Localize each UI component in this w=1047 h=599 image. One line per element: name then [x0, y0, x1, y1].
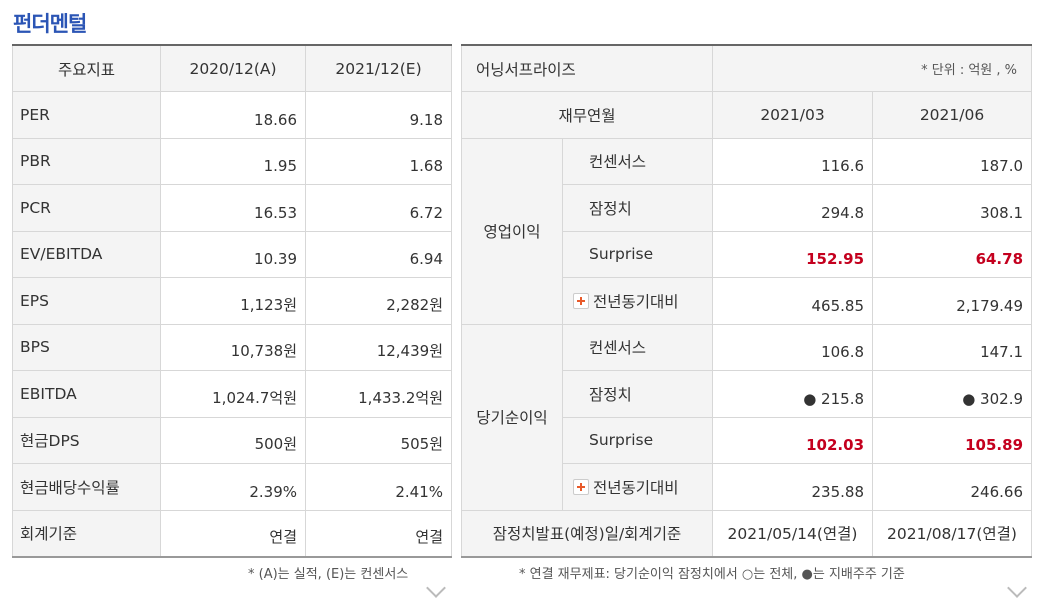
table-row: 현금배당수익률 2.39% 2.41% [12, 463, 452, 511]
value-period-2: 187.0 [872, 137, 1033, 185]
value-period-1: 106.8 [712, 323, 874, 371]
table-row: Surprise 152.95 64.78 [462, 230, 1033, 278]
table-row: 전년동기대비 235.88 246.66 [462, 463, 1033, 511]
table-row: 잠정치 ● 215.8 ● 302.9 [462, 370, 1033, 418]
value-actual: 18.66 [160, 91, 306, 139]
fundamentals-footnote: * (A)는 실적, (E)는 컨센서스 [248, 567, 409, 582]
row-label: 현금배당수익률 [12, 463, 161, 511]
row-label: 잠정치 [561, 370, 714, 418]
value-estimate: 505원 [305, 416, 452, 464]
value-estimate: 연결 [305, 509, 452, 557]
group-net-income: 당기순이익 [461, 323, 563, 511]
table-row: 영업이익 컨센서스 116.6 187.0 [461, 137, 1033, 325]
value-estimate: 6.72 [305, 184, 452, 232]
header-2020: 2020/12(A) [160, 44, 306, 92]
value-actual: 2.39% [160, 463, 306, 511]
row-label: Surprise [561, 230, 714, 278]
row-label: 전년동기대비 [593, 478, 679, 497]
value-actual: 16.53 [160, 184, 306, 232]
unit-note: * 단위 : 억원 , % [712, 44, 1033, 92]
value-actual: 500원 [160, 416, 306, 464]
footer-value-period-2: 2021/08/17(연결) [872, 509, 1033, 557]
row-label: Surprise [561, 416, 714, 464]
earnings-footnote: * 연결 재무제표: 당기순이익 잠정치에서 ○는 전체, ●는 지배주주 기준 [519, 567, 905, 582]
fundamentals-table: 주요지표 2020/12(A) 2021/12(E) PER 18.66 9.18 … [12, 44, 452, 558]
value-period-1: 235.88 [712, 463, 874, 511]
earnings-footer-row: 잠정치발표(예정)일/회계기준 2021/05/14(연결) 2021/08/1… [460, 509, 1033, 557]
value-estimate: 12,439원 [305, 323, 452, 371]
row-label: EV/EBITDA [12, 230, 161, 278]
group-operating-profit: 영업이익 [461, 137, 563, 325]
fundamentals-header-row: 주요지표 2020/12(A) 2021/12(E) [12, 44, 452, 92]
footer-label: 잠정치발표(예정)일/회계기준 [460, 509, 714, 557]
header-period-label: 재무연월 [460, 91, 714, 139]
value-period-2: 308.1 [872, 184, 1033, 232]
table-row: EPS 1,123원 2,282원 [12, 277, 452, 325]
row-label: PBR [12, 137, 161, 185]
table-row: 당기순이익 컨센서스 106.8 147.1 [461, 323, 1033, 511]
plus-icon[interactable] [573, 292, 589, 309]
row-label: 잠정치 [561, 184, 714, 232]
earnings-title: 어닝서프라이즈 [460, 44, 714, 92]
surprise-value-period-2: 105.89 [872, 416, 1033, 464]
row-label: 전년동기대비 [593, 292, 679, 311]
value-actual: 1,123원 [160, 277, 306, 325]
table-row: EBITDA 1,024.7억원 1,433.2억원 [12, 370, 452, 418]
yoy-row-label-cell[interactable]: 전년동기대비 [561, 277, 714, 325]
value-period-2: 147.1 [872, 323, 1033, 371]
row-label: PCR [12, 184, 161, 232]
table-row: PER 18.66 9.18 [12, 91, 452, 139]
earnings-header-row: 재무연월 2021/03 2021/06 [460, 91, 1033, 139]
value-estimate: 2,282원 [305, 277, 452, 325]
row-label: BPS [12, 323, 161, 371]
value-period-2: ● 302.9 [872, 370, 1033, 418]
row-label: 컨센서스 [561, 323, 714, 371]
earnings-title-row: 어닝서프라이즈 * 단위 : 억원 , % [460, 44, 1033, 92]
header-2021: 2021/12(E) [305, 44, 452, 92]
value-estimate: 6.94 [305, 230, 452, 278]
row-label: EBITDA [12, 370, 161, 418]
table-row: 전년동기대비 465.85 2,179.49 [462, 277, 1033, 325]
table-row: 잠정치 294.8 308.1 [462, 184, 1033, 232]
surprise-value-period-1: 152.95 [712, 230, 874, 278]
row-label: PER [12, 91, 161, 139]
value-estimate: 2.41% [305, 463, 452, 511]
value-actual: 1,024.7억원 [160, 370, 306, 418]
value-period-1: 116.6 [712, 137, 874, 185]
value-period-2: 246.66 [872, 463, 1033, 511]
value-estimate: 1.68 [305, 137, 452, 185]
value-actual: 10,738원 [160, 323, 306, 371]
value-actual: 10.39 [160, 230, 306, 278]
row-label: 회계기준 [12, 509, 161, 557]
table-row: Surprise 102.03 105.89 [462, 416, 1033, 464]
table-row: BPS 10,738원 12,439원 [12, 323, 452, 371]
earnings-surprise-table: 어닝서프라이즈 * 단위 : 억원 , % 재무연월 2021/03 2021/… [460, 44, 1033, 558]
header-period-1: 2021/03 [712, 91, 874, 139]
header-period-2: 2021/06 [872, 91, 1033, 139]
value-period-1: 294.8 [712, 184, 874, 232]
row-label: 컨센서스 [561, 137, 714, 185]
row-label: EPS [12, 277, 161, 325]
surprise-value-period-1: 102.03 [712, 416, 874, 464]
table-row: PBR 1.95 1.68 [12, 137, 452, 185]
table-row: 현금DPS 500원 505원 [12, 416, 452, 464]
row-label: 현금DPS [12, 416, 161, 464]
page-title: 펀더멘털 [13, 12, 87, 36]
header-indicator: 주요지표 [12, 44, 161, 92]
table-row: 회계기준 연결 연결 [12, 509, 452, 557]
value-period-1: 465.85 [712, 277, 874, 325]
value-actual: 연결 [160, 509, 306, 557]
footer-value-period-1: 2021/05/14(연결) [712, 509, 874, 557]
yoy-row-label-cell[interactable]: 전년동기대비 [561, 463, 714, 511]
value-actual: 1.95 [160, 137, 306, 185]
surprise-value-period-2: 64.78 [872, 230, 1033, 278]
value-period-2: 2,179.49 [872, 277, 1033, 325]
table-row: EV/EBITDA 10.39 6.94 [12, 230, 452, 278]
plus-icon[interactable] [573, 478, 589, 495]
value-estimate: 9.18 [305, 91, 452, 139]
value-period-1: ● 215.8 [712, 370, 874, 418]
value-estimate: 1,433.2억원 [305, 370, 452, 418]
table-row: PCR 16.53 6.72 [12, 184, 452, 232]
